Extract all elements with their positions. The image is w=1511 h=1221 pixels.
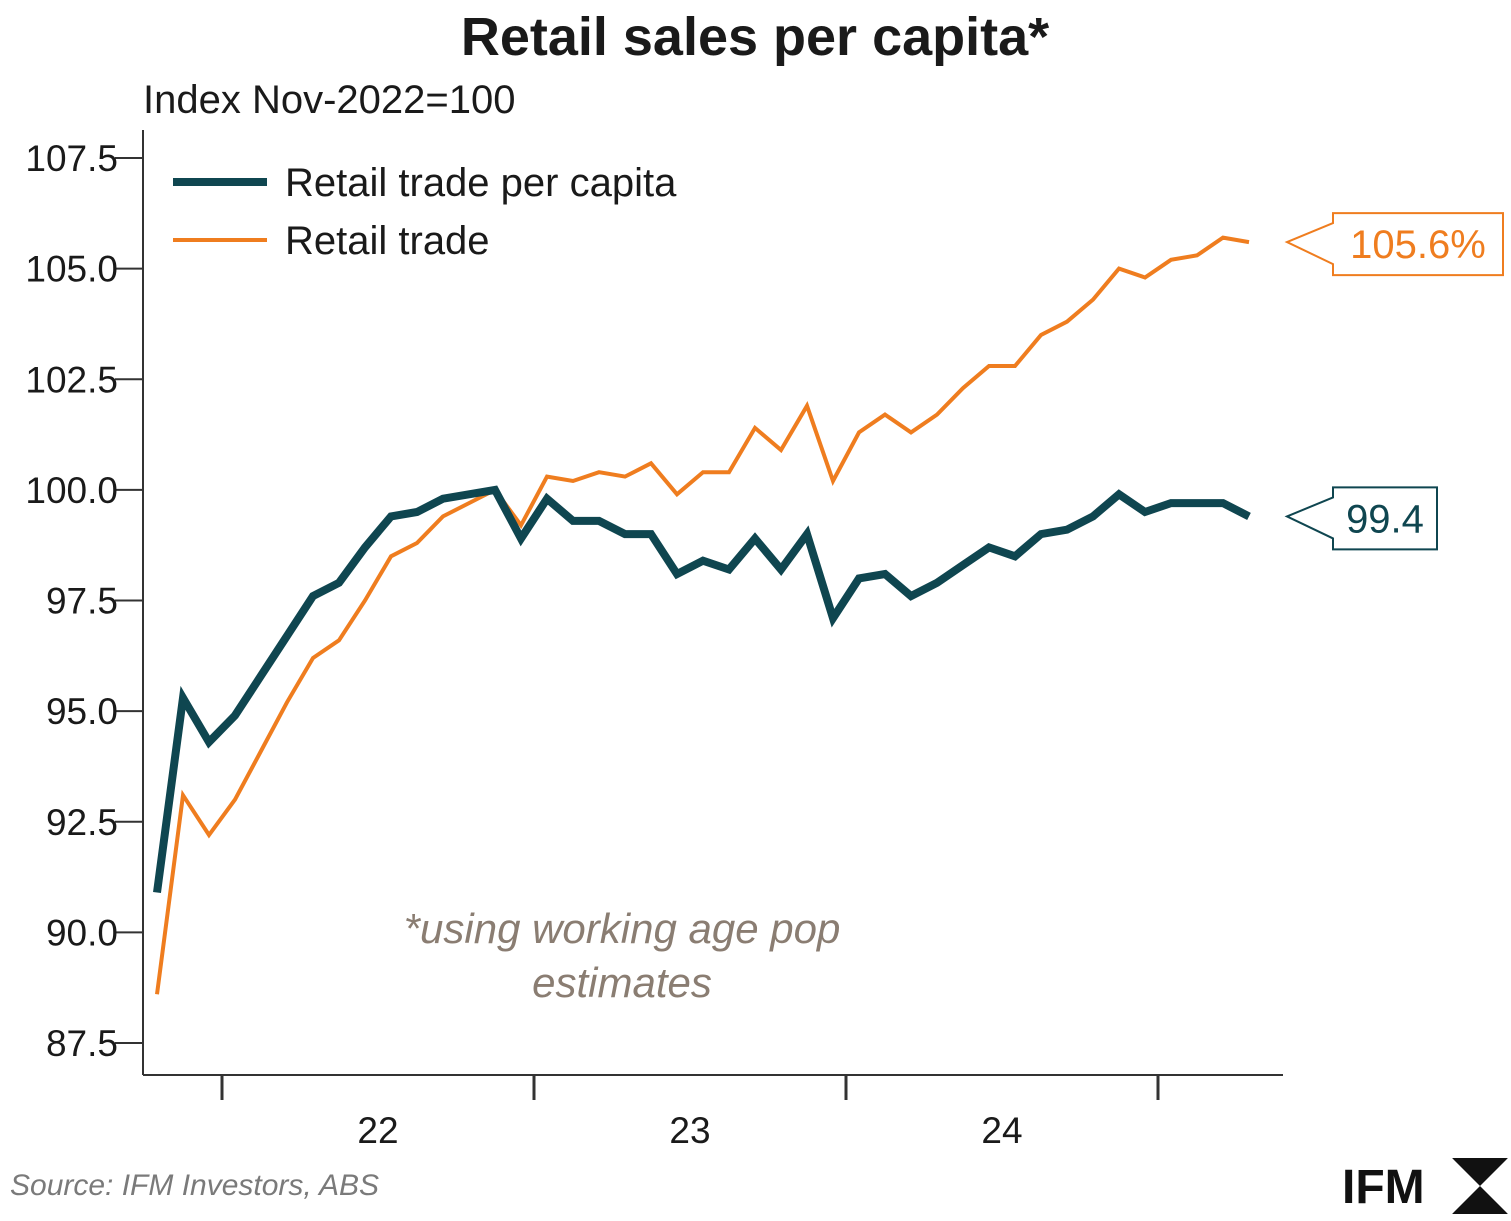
axes: 87.5 90.0 92.5 95.0 97.5 100.0 102.5 105.0 107.5… <box>25 130 1283 1151</box>
y-tick-label: 97.5 <box>46 581 118 622</box>
chart-title: Retail sales per capita* <box>461 7 1049 67</box>
legend: Retail trade per capita Retail trade <box>173 161 677 263</box>
annotation-line-2: estimates <box>532 959 712 1006</box>
callout-box-retail-trade <box>1284 212 1504 277</box>
y-tick-label: 90.0 <box>46 912 118 953</box>
y-tick-label: 95.0 <box>46 691 118 732</box>
ifm-logo: IFM <box>1342 1158 1508 1214</box>
end-callouts: 99.4 105.6% <box>1284 212 1504 551</box>
series-line-retail-trade <box>155 235 1250 995</box>
series-line-per-capita <box>153 485 1251 894</box>
y-tick-label: 105.0 <box>25 249 118 290</box>
y-tick-label: 102.5 <box>25 359 118 400</box>
callout-box-per-capita <box>1284 486 1438 551</box>
series-lines <box>153 235 1251 995</box>
x-tick-label: 24 <box>981 1110 1022 1151</box>
legend-label-retail-trade: Retail trade <box>285 219 490 263</box>
x-tick-label: 22 <box>357 1110 398 1151</box>
annotation-line-1: *using working age pop <box>404 905 841 952</box>
source-note: Source: IFM Investors, ABS <box>10 1169 379 1202</box>
callout-label-retail-trade: 105.6% <box>1350 223 1486 267</box>
y-tick-label: 92.5 <box>46 802 118 843</box>
callout-label-per-capita: 99.4 <box>1346 497 1424 541</box>
y-tick-label: 87.5 <box>46 1023 118 1064</box>
logo-text: IFM <box>1342 1161 1425 1214</box>
y-tick-label: 100.0 <box>25 470 118 511</box>
legend-label-per-capita: Retail trade per capita <box>285 161 677 205</box>
y-tick-label: 107.5 <box>25 138 118 179</box>
x-tick-label: 23 <box>669 1110 710 1151</box>
logo-mark-icon <box>1452 1158 1508 1214</box>
y-axis-label: Index Nov-2022=100 <box>143 78 516 122</box>
